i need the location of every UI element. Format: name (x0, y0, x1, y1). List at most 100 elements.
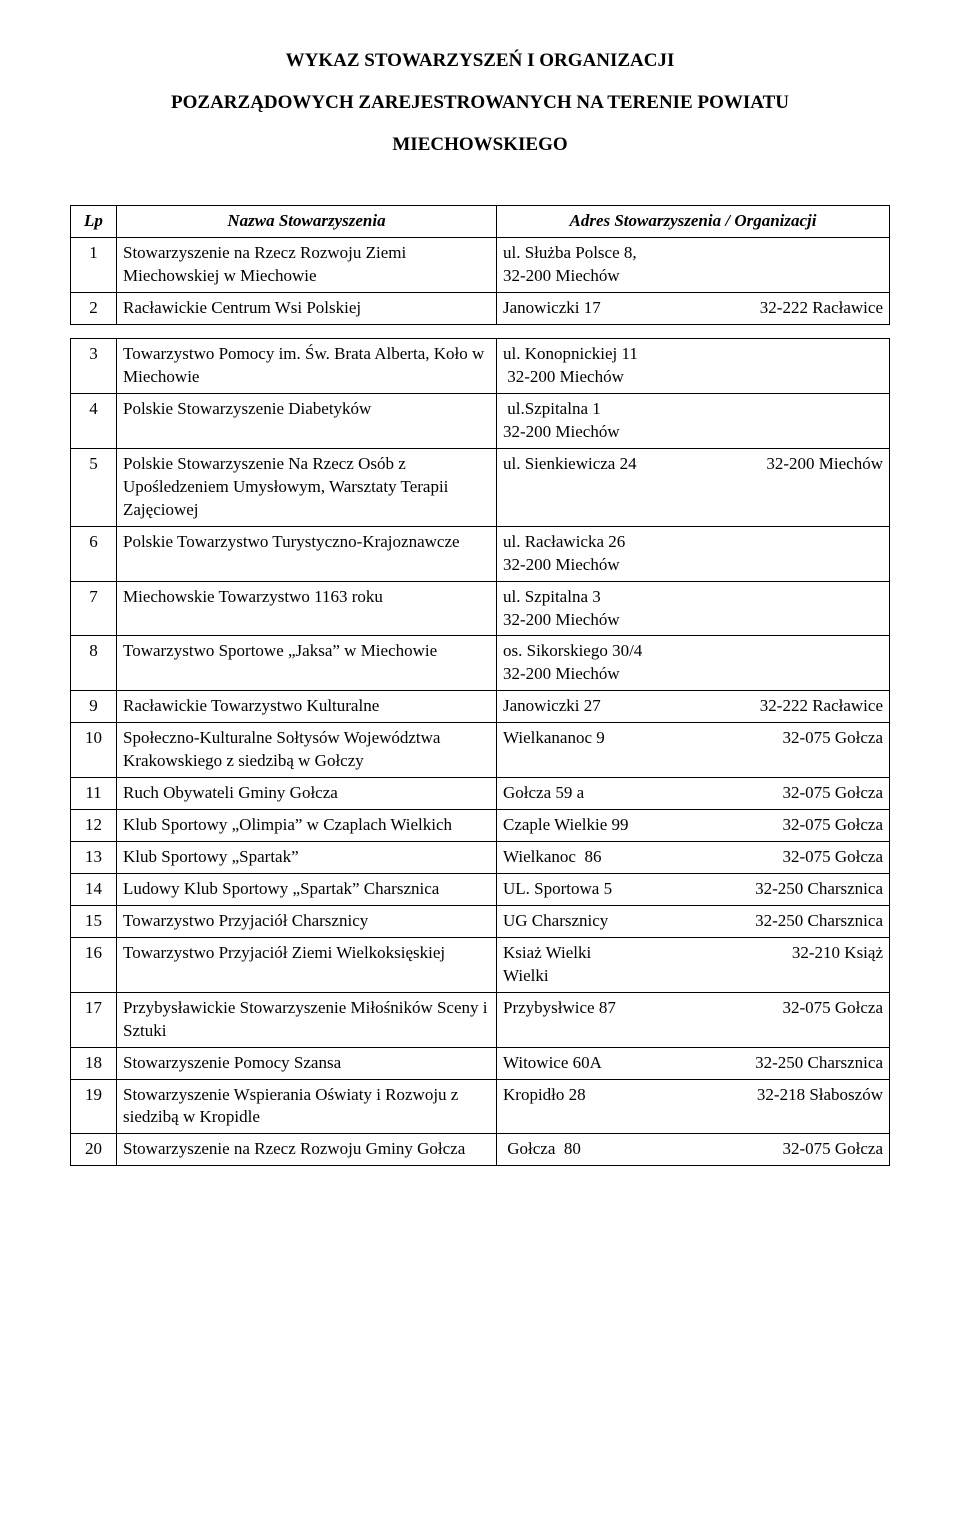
name-cell: Polskie Towarzystwo Turystyczno-Krajozna… (117, 526, 497, 581)
lp-cell: 8 (71, 636, 117, 691)
address-cell: ul. Racławicka 26 32-200 Miechów (497, 526, 890, 581)
address-text: ul. Racławicka 26 32-200 Miechów (503, 532, 625, 574)
table-row: 3Towarzystwo Pomocy im. Św. Brata Albert… (71, 339, 890, 394)
address-right: 32-075 Gołcza (772, 1138, 883, 1161)
address-right: 32-075 Gołcza (772, 846, 883, 869)
spacer-cell (71, 325, 890, 339)
name-cell: Polskie Stowarzyszenie Na Rzecz Osób z U… (117, 448, 497, 526)
name-cell: Klub Sportowy „Spartak” (117, 842, 497, 874)
address-left: ul. Sienkiewicza 24 (503, 453, 637, 476)
table-row: 16Towarzystwo Przyjaciół Ziemi Wielkoksi… (71, 937, 890, 992)
address-right: 32-250 Charsznica (745, 1052, 883, 1075)
name-cell: Przybysławickie Stowarzyszenie Miłośnikó… (117, 992, 497, 1047)
table-row: 2Racławickie Centrum Wsi Polskiej Janowic… (71, 293, 890, 325)
address-left: Janowiczki 17 (503, 297, 601, 320)
name-cell: Stowarzyszenie Wspierania Oświaty i Rozw… (117, 1079, 497, 1134)
address-right: 32-075 Gołcza (772, 997, 883, 1020)
table-row: 8Towarzystwo Sportowe „Jaksa” w Miechowi… (71, 636, 890, 691)
page-title-block: WYKAZ STOWARZYSZEŃ I ORGANIZACJI POZARZĄ… (70, 40, 890, 165)
table-row: 20Stowarzyszenie na Rzecz Rozwoju Gminy … (71, 1134, 890, 1166)
address-line: Janowiczki 17 32-222 Racławice (503, 297, 883, 320)
address-cell: Ksiaż Wielki Wielki 32-210 Książ (497, 937, 890, 992)
name-cell: Towarzystwo Przyjaciół Charsznicy (117, 905, 497, 937)
lp-cell: 13 (71, 842, 117, 874)
address-line: Janowiczki 2732-222 Racławice (503, 695, 883, 718)
address-cell: ul. Służba Polsce 8, 32-200 Miechów (497, 238, 890, 293)
address-right: 32-250 Charsznica (745, 878, 883, 901)
name-cell: Racławickie Centrum Wsi Polskiej (117, 293, 497, 325)
lp-cell: 2 (71, 293, 117, 325)
address-line: Przybysłwice 87 32-075 Gołcza (503, 997, 883, 1020)
address-cell: ul. Sienkiewicza 2432-200 Miechów (497, 448, 890, 526)
lp-cell: 14 (71, 873, 117, 905)
name-cell: Ludowy Klub Sportowy „Spartak” Charsznic… (117, 873, 497, 905)
table-row: 13Klub Sportowy „Spartak” Wielkanoc 86 32-… (71, 842, 890, 874)
name-cell: Stowarzyszenie na Rzecz Rozwoju Ziemi Mi… (117, 238, 497, 293)
lp-cell: 15 (71, 905, 117, 937)
name-cell: Miechowskie Towarzystwo 1163 roku (117, 581, 497, 636)
address-cell: os. Sikorskiego 30/4 32-200 Miechów (497, 636, 890, 691)
table-row: 18Stowarzyszenie Pomocy SzansaWitowice 6… (71, 1047, 890, 1079)
address-left: Janowiczki 27 (503, 695, 601, 718)
address-left: Ksiaż Wielki Wielki (503, 942, 591, 988)
lp-cell: 11 (71, 778, 117, 810)
address-cell: Gołcza 80 32-075 Gołcza (497, 1134, 890, 1166)
address-line: Witowice 60A32-250 Charsznica (503, 1052, 883, 1075)
table-row: 11Ruch Obywateli Gminy GołczaGołcza 59 a… (71, 778, 890, 810)
lp-cell: 6 (71, 526, 117, 581)
table-row: 15Towarzystwo Przyjaciół Charsznicy UG Ch… (71, 905, 890, 937)
spacer-row (71, 325, 890, 339)
address-cell: Gołcza 59 a32-075 Gołcza (497, 778, 890, 810)
lp-header: Lp (71, 206, 117, 238)
name-cell: Towarzystwo Przyjaciół Ziemi Wielkoksięs… (117, 937, 497, 992)
address-cell: Przybysłwice 87 32-075 Gołcza (497, 992, 890, 1047)
table-row: 9Racławickie Towarzystwo KulturalneJanow… (71, 691, 890, 723)
address-left: Gołcza 80 (503, 1138, 581, 1161)
lp-cell: 4 (71, 394, 117, 449)
address-line: Kropidło 28 32-218 Słaboszów (503, 1084, 883, 1107)
address-cell: Witowice 60A32-250 Charsznica (497, 1047, 890, 1079)
address-line: UG Charsznicy32-250 Charsznica (503, 910, 883, 933)
address-cell: UL. Sportowa 532-250 Charsznica (497, 873, 890, 905)
name-cell: Polskie Stowarzyszenie Diabetyków (117, 394, 497, 449)
lp-cell: 7 (71, 581, 117, 636)
table-row: 7Miechowskie Towarzystwo 1163 rokuul. Sz… (71, 581, 890, 636)
table-row: 19Stowarzyszenie Wspierania Oświaty i Ro… (71, 1079, 890, 1134)
associations-table: LpNazwa StowarzyszeniaAdres Stowarzyszen… (70, 205, 890, 1166)
address-left: Przybysłwice 87 (503, 997, 616, 1020)
address-cell: UG Charsznicy32-250 Charsznica (497, 905, 890, 937)
address-right: 32-222 Racławice (750, 297, 883, 320)
lp-cell: 1 (71, 238, 117, 293)
addr-header: Adres Stowarzyszenia / Organizacji (497, 206, 890, 238)
address-cell: ul. Konopnickiej 11 32-200 Miechów (497, 339, 890, 394)
title-line-3: MIECHOWSKIEGO (70, 124, 890, 166)
lp-cell: 10 (71, 723, 117, 778)
lp-cell: 17 (71, 992, 117, 1047)
table-row: 10Społeczno-Kulturalne Sołtysów Wojewódz… (71, 723, 890, 778)
lp-cell: 12 (71, 810, 117, 842)
address-cell: Kropidło 28 32-218 Słaboszów (497, 1079, 890, 1134)
address-right: 32-250 Charsznica (745, 910, 883, 933)
address-right: 32-210 Książ (782, 942, 883, 988)
lp-cell: 18 (71, 1047, 117, 1079)
address-line: ul. Sienkiewicza 2432-200 Miechów (503, 453, 883, 476)
address-cell: ul. Szpitalna 3 32-200 Miechów (497, 581, 890, 636)
name-header: Nazwa Stowarzyszenia (117, 206, 497, 238)
address-right: 32-075 Gołcza (772, 814, 883, 837)
address-left: Wielkananoc 9 (503, 727, 605, 750)
address-left: Wielkanoc 86 (503, 846, 601, 869)
address-cell: Janowiczki 2732-222 Racławice (497, 691, 890, 723)
title-line-2: POZARZĄDOWYCH ZAREJESTROWANYCH NA TERENI… (70, 82, 890, 124)
address-left: Kropidło 28 (503, 1084, 586, 1107)
table-header-row: LpNazwa StowarzyszeniaAdres Stowarzyszen… (71, 206, 890, 238)
address-cell: ul.Szpitalna 1 32-200 Miechów (497, 394, 890, 449)
address-text: ul.Szpitalna 1 32-200 Miechów (503, 399, 620, 441)
name-cell: Ruch Obywateli Gminy Gołcza (117, 778, 497, 810)
address-right: 32-218 Słaboszów (747, 1084, 883, 1107)
title-line-1: WYKAZ STOWARZYSZEŃ I ORGANIZACJI (70, 40, 890, 82)
table-row: 17Przybysławickie Stowarzyszenie Miłośni… (71, 992, 890, 1047)
address-line: Ksiaż Wielki Wielki 32-210 Książ (503, 942, 883, 988)
lp-cell: 16 (71, 937, 117, 992)
address-line: Czaple Wielkie 9932-075 Gołcza (503, 814, 883, 837)
lp-cell: 5 (71, 448, 117, 526)
